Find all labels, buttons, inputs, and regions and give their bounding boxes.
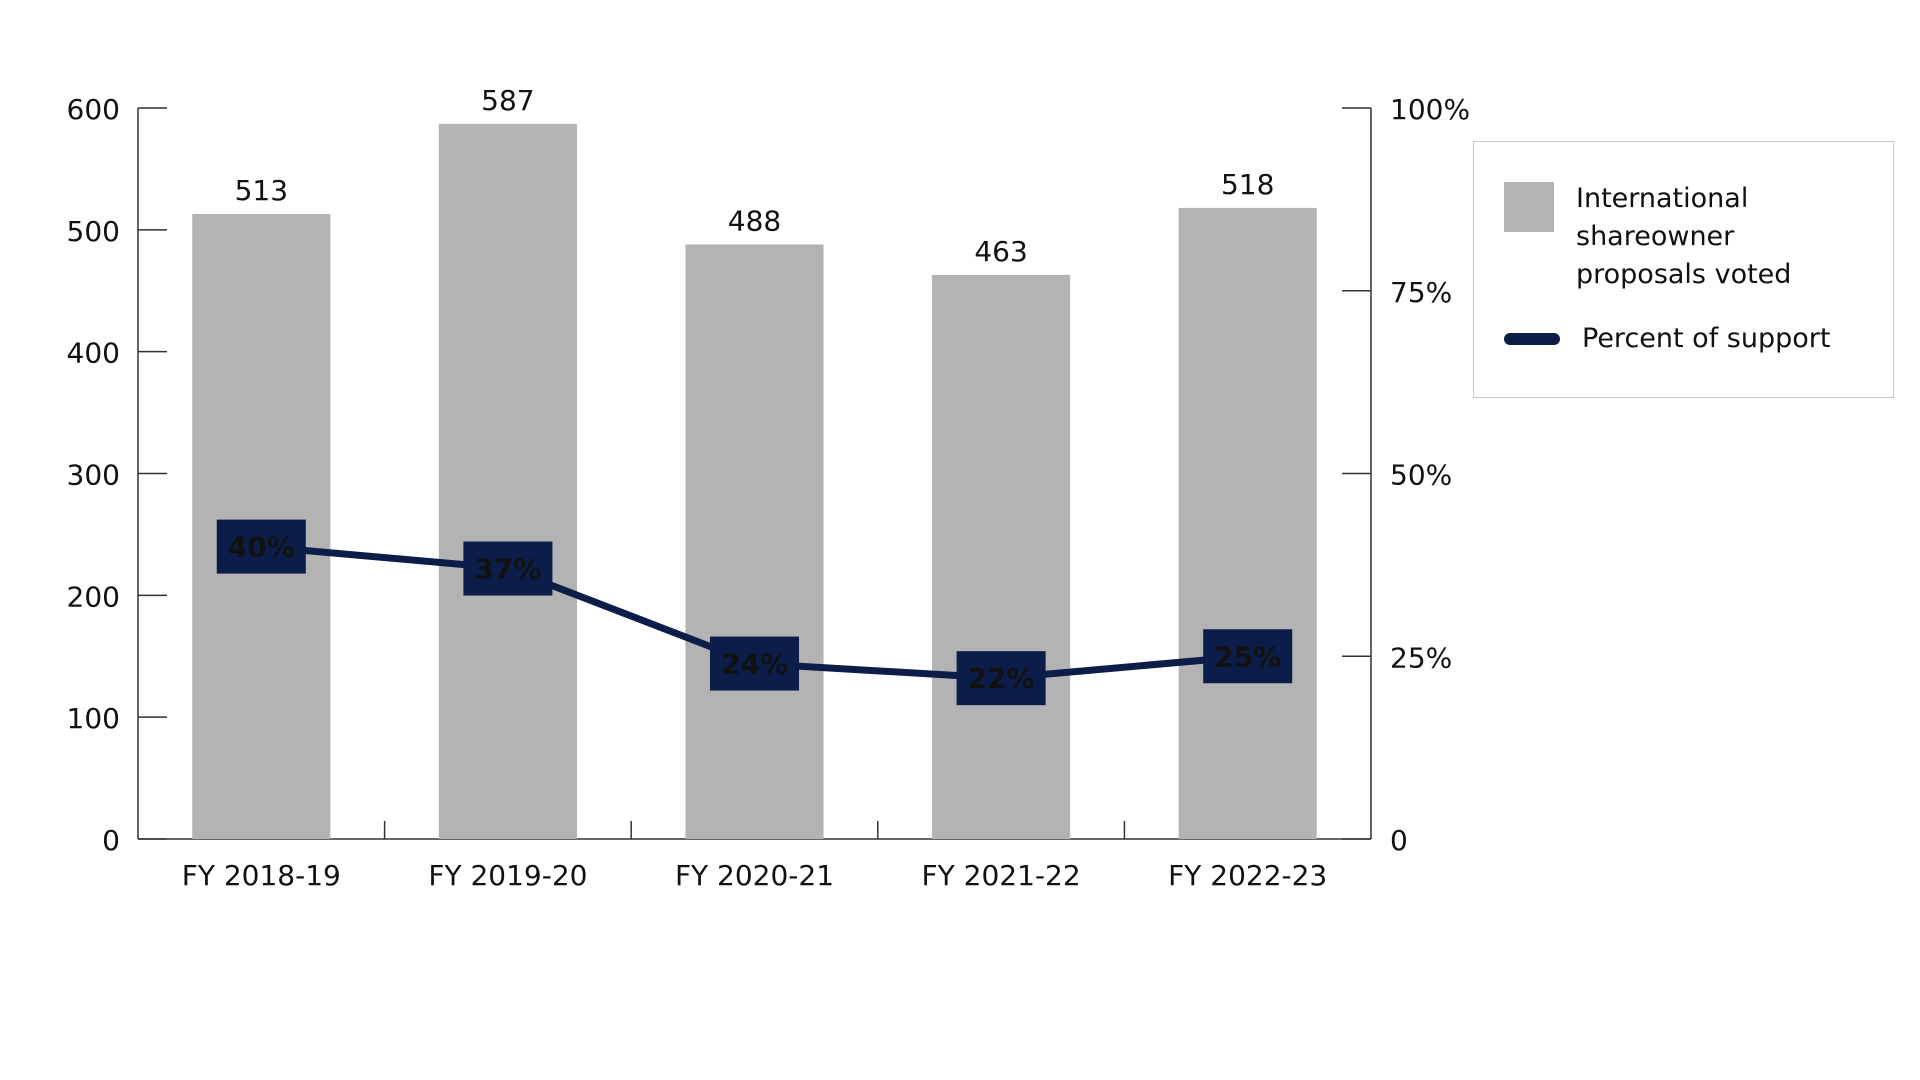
line-value-label: 37% <box>474 553 541 586</box>
label-box <box>956 651 1046 706</box>
y-tick-label: 200 <box>67 580 120 613</box>
line-value-label: 25% <box>1214 640 1281 673</box>
label-box <box>216 519 306 574</box>
bar-value-label: 587 <box>481 84 534 117</box>
y-tick-label: 500 <box>67 215 120 248</box>
y-tick-label: 600 <box>67 93 120 126</box>
y-tick-label: 0 <box>102 824 120 857</box>
legend-item: Percent of support <box>1504 320 1842 358</box>
x-tick-label: FY 2022-23 <box>1168 859 1327 892</box>
legend: International shareowner proposals voted… <box>1473 141 1894 398</box>
bar-value-label: 513 <box>235 174 288 207</box>
y-tick-label: 300 <box>67 459 120 492</box>
bar <box>685 244 824 839</box>
x-tick-label: FY 2019-20 <box>428 859 587 892</box>
bar <box>1178 207 1317 840</box>
legend-label: Percent of support <box>1582 323 1831 354</box>
x-tick-label: FY 2021-22 <box>922 859 1081 892</box>
legend-swatch <box>1504 182 1554 232</box>
legend-swatch <box>1504 333 1560 345</box>
x-tick-label: FY 2020-21 <box>675 859 834 892</box>
y-tick-label: 100 <box>67 702 120 735</box>
line-value-label: 24% <box>721 648 788 681</box>
bar-value-label: 518 <box>1221 168 1274 201</box>
line-value-label: 40% <box>228 531 295 564</box>
legend-label: International shareowner proposals voted <box>1576 183 1792 290</box>
line-value-label: 22% <box>968 662 1035 695</box>
y2-tick-label: 75% <box>1390 276 1452 309</box>
y-tick-label: 400 <box>67 337 120 370</box>
bar <box>932 274 1071 840</box>
bar <box>438 123 577 840</box>
label-box <box>709 636 800 691</box>
x-tick-label: FY 2018-19 <box>182 859 341 892</box>
bar-value-label: 463 <box>974 235 1027 268</box>
y2-tick-label: 0 <box>1390 824 1408 857</box>
y2-tick-label: 50% <box>1390 459 1452 492</box>
legend-item: International shareowner proposals voted <box>1504 180 1836 294</box>
label-box <box>1203 629 1293 684</box>
label-box <box>463 541 553 596</box>
y2-tick-label: 25% <box>1390 641 1452 674</box>
bar-value-label: 488 <box>728 204 781 237</box>
y2-tick-label: 100% <box>1390 93 1470 126</box>
